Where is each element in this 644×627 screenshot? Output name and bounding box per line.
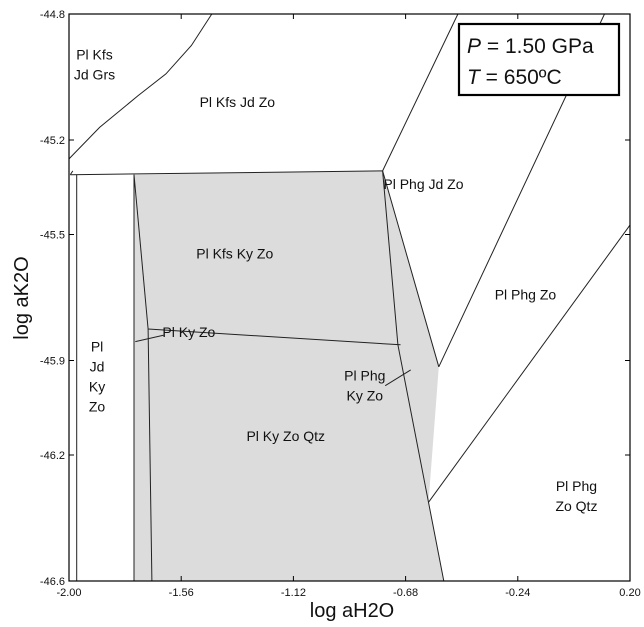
x-tick-label: -0.24 — [505, 587, 530, 599]
temperature-value: = 650ºC — [480, 66, 562, 89]
y-tick-label: -46.6 — [40, 576, 65, 588]
shaded-field-layer — [134, 170, 444, 581]
pressure-label: P = 1.50 GPa — [467, 35, 594, 58]
field-label-layer: Pl Kfs Jd Grs Pl Kfs Jd Zo Pl Phg Jd Zo Pl K… — [74, 46, 598, 514]
field-label-pl-phg-zo: Pl Phg Zo — [495, 286, 557, 302]
label-leader — [135, 334, 164, 343]
field-label-pl-phg-zo-qtz: Pl Phg Zo Qtz — [555, 478, 597, 514]
conditions-box-frame — [457, 22, 621, 97]
field-label-line: Jd — [90, 358, 105, 374]
field-label-line: Pl Ky Zo — [162, 324, 215, 340]
temperature-label: T = 650ºC — [467, 66, 562, 89]
pressure-value: = 1.50 GPa — [481, 35, 594, 58]
field-label-pl-ky-zo: Pl Ky Zo — [162, 324, 215, 340]
y-tick-label: -45.2 — [40, 135, 65, 147]
phase-boundary — [147, 328, 153, 582]
field-label-line: Pl Kfs Ky Zo — [196, 245, 273, 261]
phase-boundary — [382, 170, 440, 367]
x-tick-label: -0.68 — [393, 587, 418, 599]
y-tick-label: -45.5 — [40, 230, 65, 242]
plot-frame — [68, 13, 631, 582]
phase-boundary — [68, 13, 213, 160]
field-label-pl-kfs-jd-zo: Pl Kfs Jd Zo — [200, 94, 276, 110]
shaded-field — [134, 170, 444, 581]
y-tick-label: -46.2 — [40, 450, 65, 462]
field-label-line: Pl Phg — [556, 478, 597, 494]
y-tick-label: -45.9 — [40, 356, 65, 368]
pressure-symbol: P — [467, 35, 481, 58]
field-label-pl-kfs-ky-zo: Pl Kfs Ky Zo — [196, 245, 273, 261]
field-label-line: Ky Zo — [347, 388, 384, 404]
phase-boundary — [69, 170, 74, 175]
x-tick-label: -1.12 — [281, 587, 306, 599]
tick-layer: -2.00 -1.56 -1.12 -0.68 -0.24 0.20 -44.8 -45.2 -… — [40, 9, 641, 599]
field-label-line: Pl Phg Jd Zo — [383, 176, 463, 192]
y-tick-label: -44.8 — [40, 9, 65, 21]
field-label-line: Zo Qtz — [555, 498, 597, 514]
field-label-pl-phg-jd-zo: Pl Phg Jd Zo — [383, 176, 463, 192]
phase-boundary — [428, 224, 631, 503]
field-label-line: Jd Grs — [74, 66, 115, 82]
phase-boundary — [70, 170, 383, 176]
temperature-symbol: T — [467, 66, 482, 89]
x-tick-label: 0.20 — [619, 587, 640, 599]
x-tick-label: -1.56 — [169, 587, 194, 599]
field-label-line: Pl Kfs Jd Zo — [200, 94, 276, 110]
field-label-pl-jd-ky-zo: Pl Jd Ky Zo — [89, 338, 106, 414]
x-axis-title: log aH2O — [310, 600, 395, 622]
field-label-line: Pl — [91, 338, 103, 354]
phase-boundary — [133, 174, 149, 330]
field-label-pl-kfs-jd-grs: Pl Kfs Jd Grs — [74, 46, 115, 82]
conditions-box: P = 1.50 GPa T = 650ºC — [457, 22, 621, 97]
field-label-pl-phg-ky-zo: Pl Phg Ky Zo — [344, 368, 385, 404]
field-label-line: Pl Phg — [344, 368, 385, 384]
boundary-layer — [68, 13, 631, 582]
phase-boundary — [382, 13, 459, 172]
field-label-line: Ky — [89, 378, 105, 394]
x-tick-label: -2.00 — [56, 587, 81, 599]
field-label-line: Pl Ky Zo Qtz — [246, 428, 325, 444]
field-label-line: Pl Phg Zo — [495, 286, 557, 302]
y-axis-title: log aK2O — [11, 256, 33, 339]
field-label-line: Zo — [89, 398, 106, 414]
field-label-line: Pl Kfs — [76, 46, 113, 62]
phase-boundary — [148, 328, 401, 346]
field-label-pl-ky-zo-qtz: Pl Ky Zo Qtz — [246, 428, 325, 444]
label-leader — [384, 369, 411, 387]
leader-layer — [135, 334, 411, 387]
